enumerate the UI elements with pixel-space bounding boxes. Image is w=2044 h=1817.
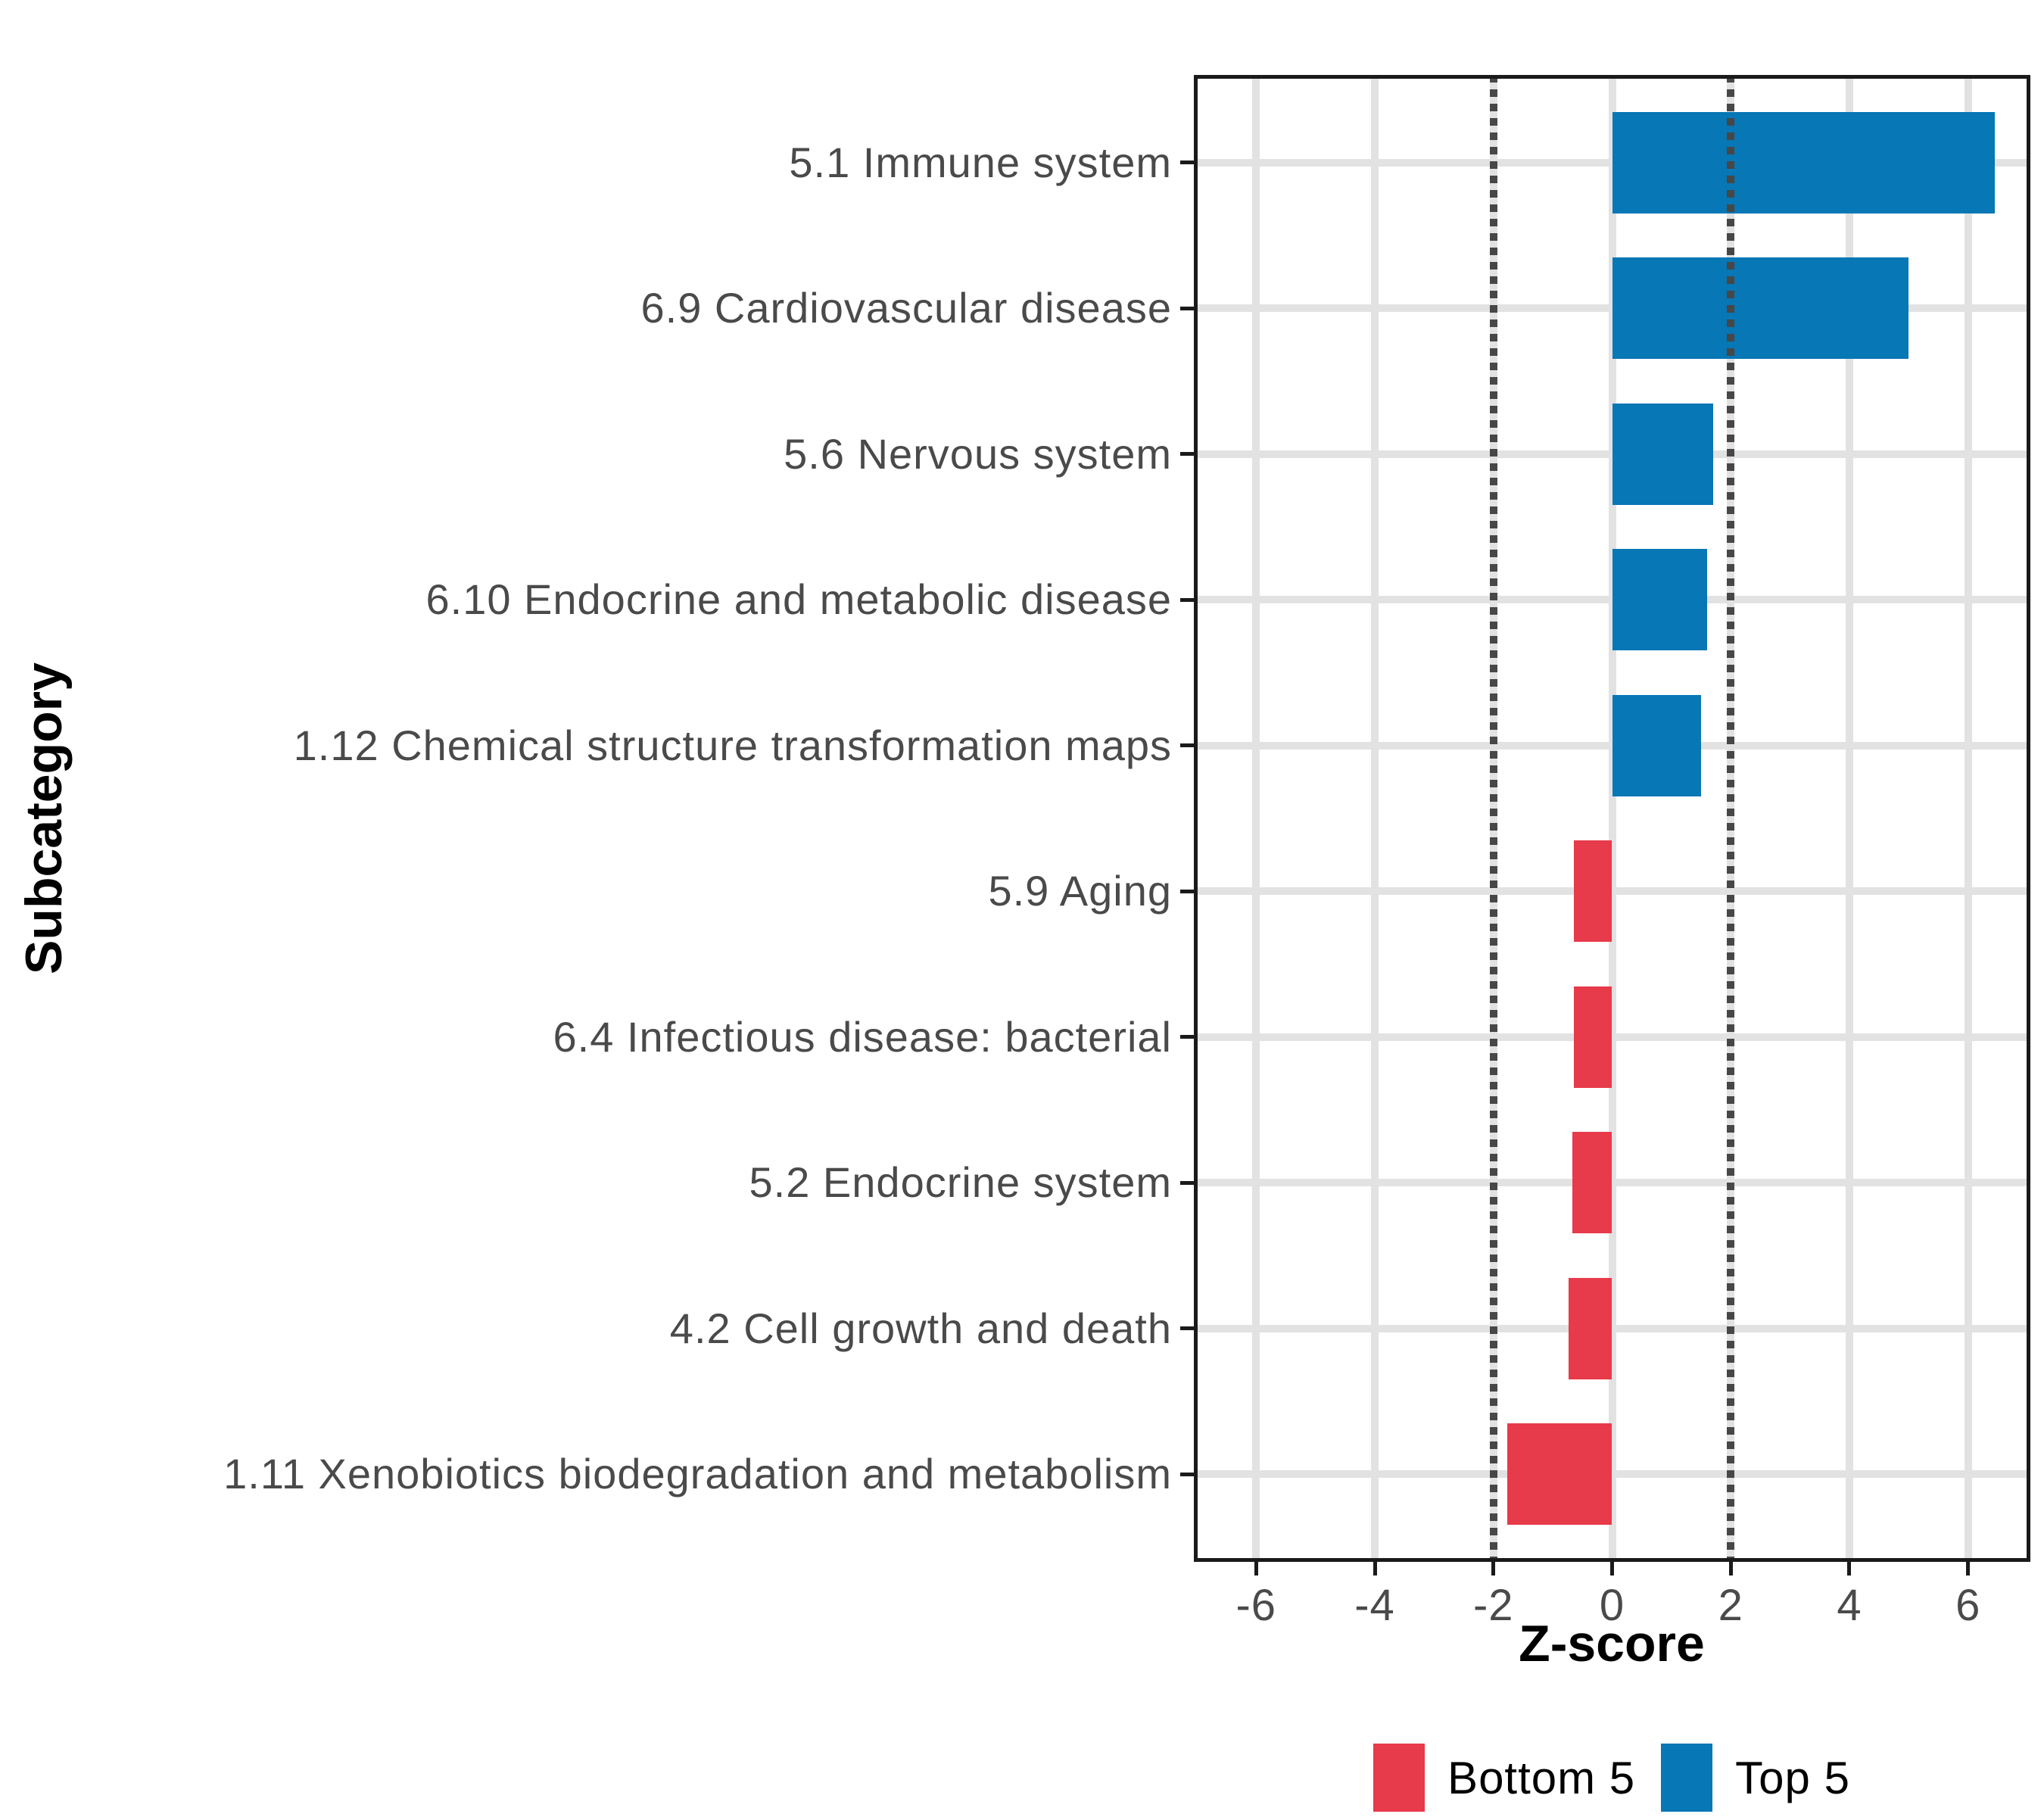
x-tick-mark — [1373, 1562, 1377, 1575]
gridline-vertical — [1845, 75, 1853, 1562]
x-tick-label: 2 — [1718, 1581, 1743, 1630]
y-tick-mark — [1180, 889, 1194, 893]
legend-item: Top 5 — [1661, 1744, 1850, 1812]
gridline-vertical — [1252, 75, 1260, 1562]
x-axis-title: Z-score — [1519, 1615, 1705, 1672]
y-axis-label: 6.9 Cardiovascular disease — [640, 284, 1172, 332]
bar-negative — [1573, 840, 1612, 943]
bar-positive — [1612, 111, 1995, 213]
legend-swatch — [1661, 1744, 1713, 1812]
y-axis-label: 5.2 Endocrine system — [749, 1158, 1172, 1207]
x-tick-mark — [1491, 1562, 1496, 1575]
y-tick-mark — [1180, 452, 1194, 457]
legend-swatch — [1373, 1744, 1426, 1812]
y-axis-label: 5.1 Immune system — [789, 138, 1172, 186]
legend-item: Bottom 5 — [1373, 1744, 1635, 1812]
bar-positive — [1612, 549, 1707, 651]
gridline-vertical — [1964, 75, 1972, 1562]
x-tick-label: 4 — [1837, 1581, 1862, 1630]
y-tick-mark — [1180, 161, 1194, 165]
x-tick-mark — [1847, 1562, 1852, 1575]
legend-label: Top 5 — [1735, 1752, 1850, 1803]
y-axis-label: 4.2 Cell growth and death — [669, 1304, 1172, 1352]
y-tick-mark — [1180, 743, 1194, 748]
y-tick-mark — [1180, 597, 1194, 602]
x-tick-label: -4 — [1354, 1581, 1395, 1630]
x-tick-mark — [1254, 1562, 1258, 1575]
y-axis-label: 5.9 Aging — [988, 867, 1172, 915]
reference-line — [1489, 75, 1497, 1562]
y-axis-label: 5.6 Nervous system — [784, 429, 1172, 478]
x-tick-label: 0 — [1599, 1581, 1625, 1630]
x-tick-label: 6 — [1955, 1581, 1981, 1630]
x-tick-label: -6 — [1235, 1581, 1277, 1630]
y-tick-mark — [1180, 1180, 1194, 1185]
bar-negative — [1507, 1423, 1612, 1526]
x-tick-label: -2 — [1472, 1581, 1514, 1630]
y-axis-label: 1.11 Xenobiotics biodegradation and meta… — [223, 1450, 1172, 1498]
y-axis-title: Subcategory — [15, 662, 73, 974]
y-tick-mark — [1180, 1035, 1194, 1039]
plot-panel — [1194, 75, 2030, 1562]
y-tick-mark — [1180, 306, 1194, 310]
legend-label: Bottom 5 — [1447, 1752, 1636, 1803]
reference-line — [1727, 75, 1735, 1562]
y-tick-mark — [1180, 1472, 1194, 1476]
y-axis-label: 1.12 Chemical structure transformation m… — [293, 721, 1172, 769]
x-tick-mark — [1610, 1562, 1614, 1575]
bar-positive — [1612, 694, 1702, 796]
gridline-vertical — [1371, 75, 1379, 1562]
bar-positive — [1612, 403, 1713, 505]
bar-positive — [1612, 257, 1909, 360]
legend: Bottom 5 Top 5 — [1233, 1741, 1990, 1814]
bar-negative — [1573, 986, 1612, 1088]
gridline-vertical — [1608, 75, 1616, 1562]
y-axis-label: 6.10 Endocrine and metabolic disease — [425, 575, 1172, 624]
x-tick-mark — [1966, 1562, 1971, 1575]
bar-negative — [1572, 1132, 1612, 1234]
bar-negative — [1568, 1277, 1612, 1379]
y-axis-label: 6.4 Infectious disease: bacterial — [553, 1012, 1172, 1061]
y-tick-mark — [1180, 1326, 1194, 1331]
x-tick-mark — [1728, 1562, 1733, 1575]
